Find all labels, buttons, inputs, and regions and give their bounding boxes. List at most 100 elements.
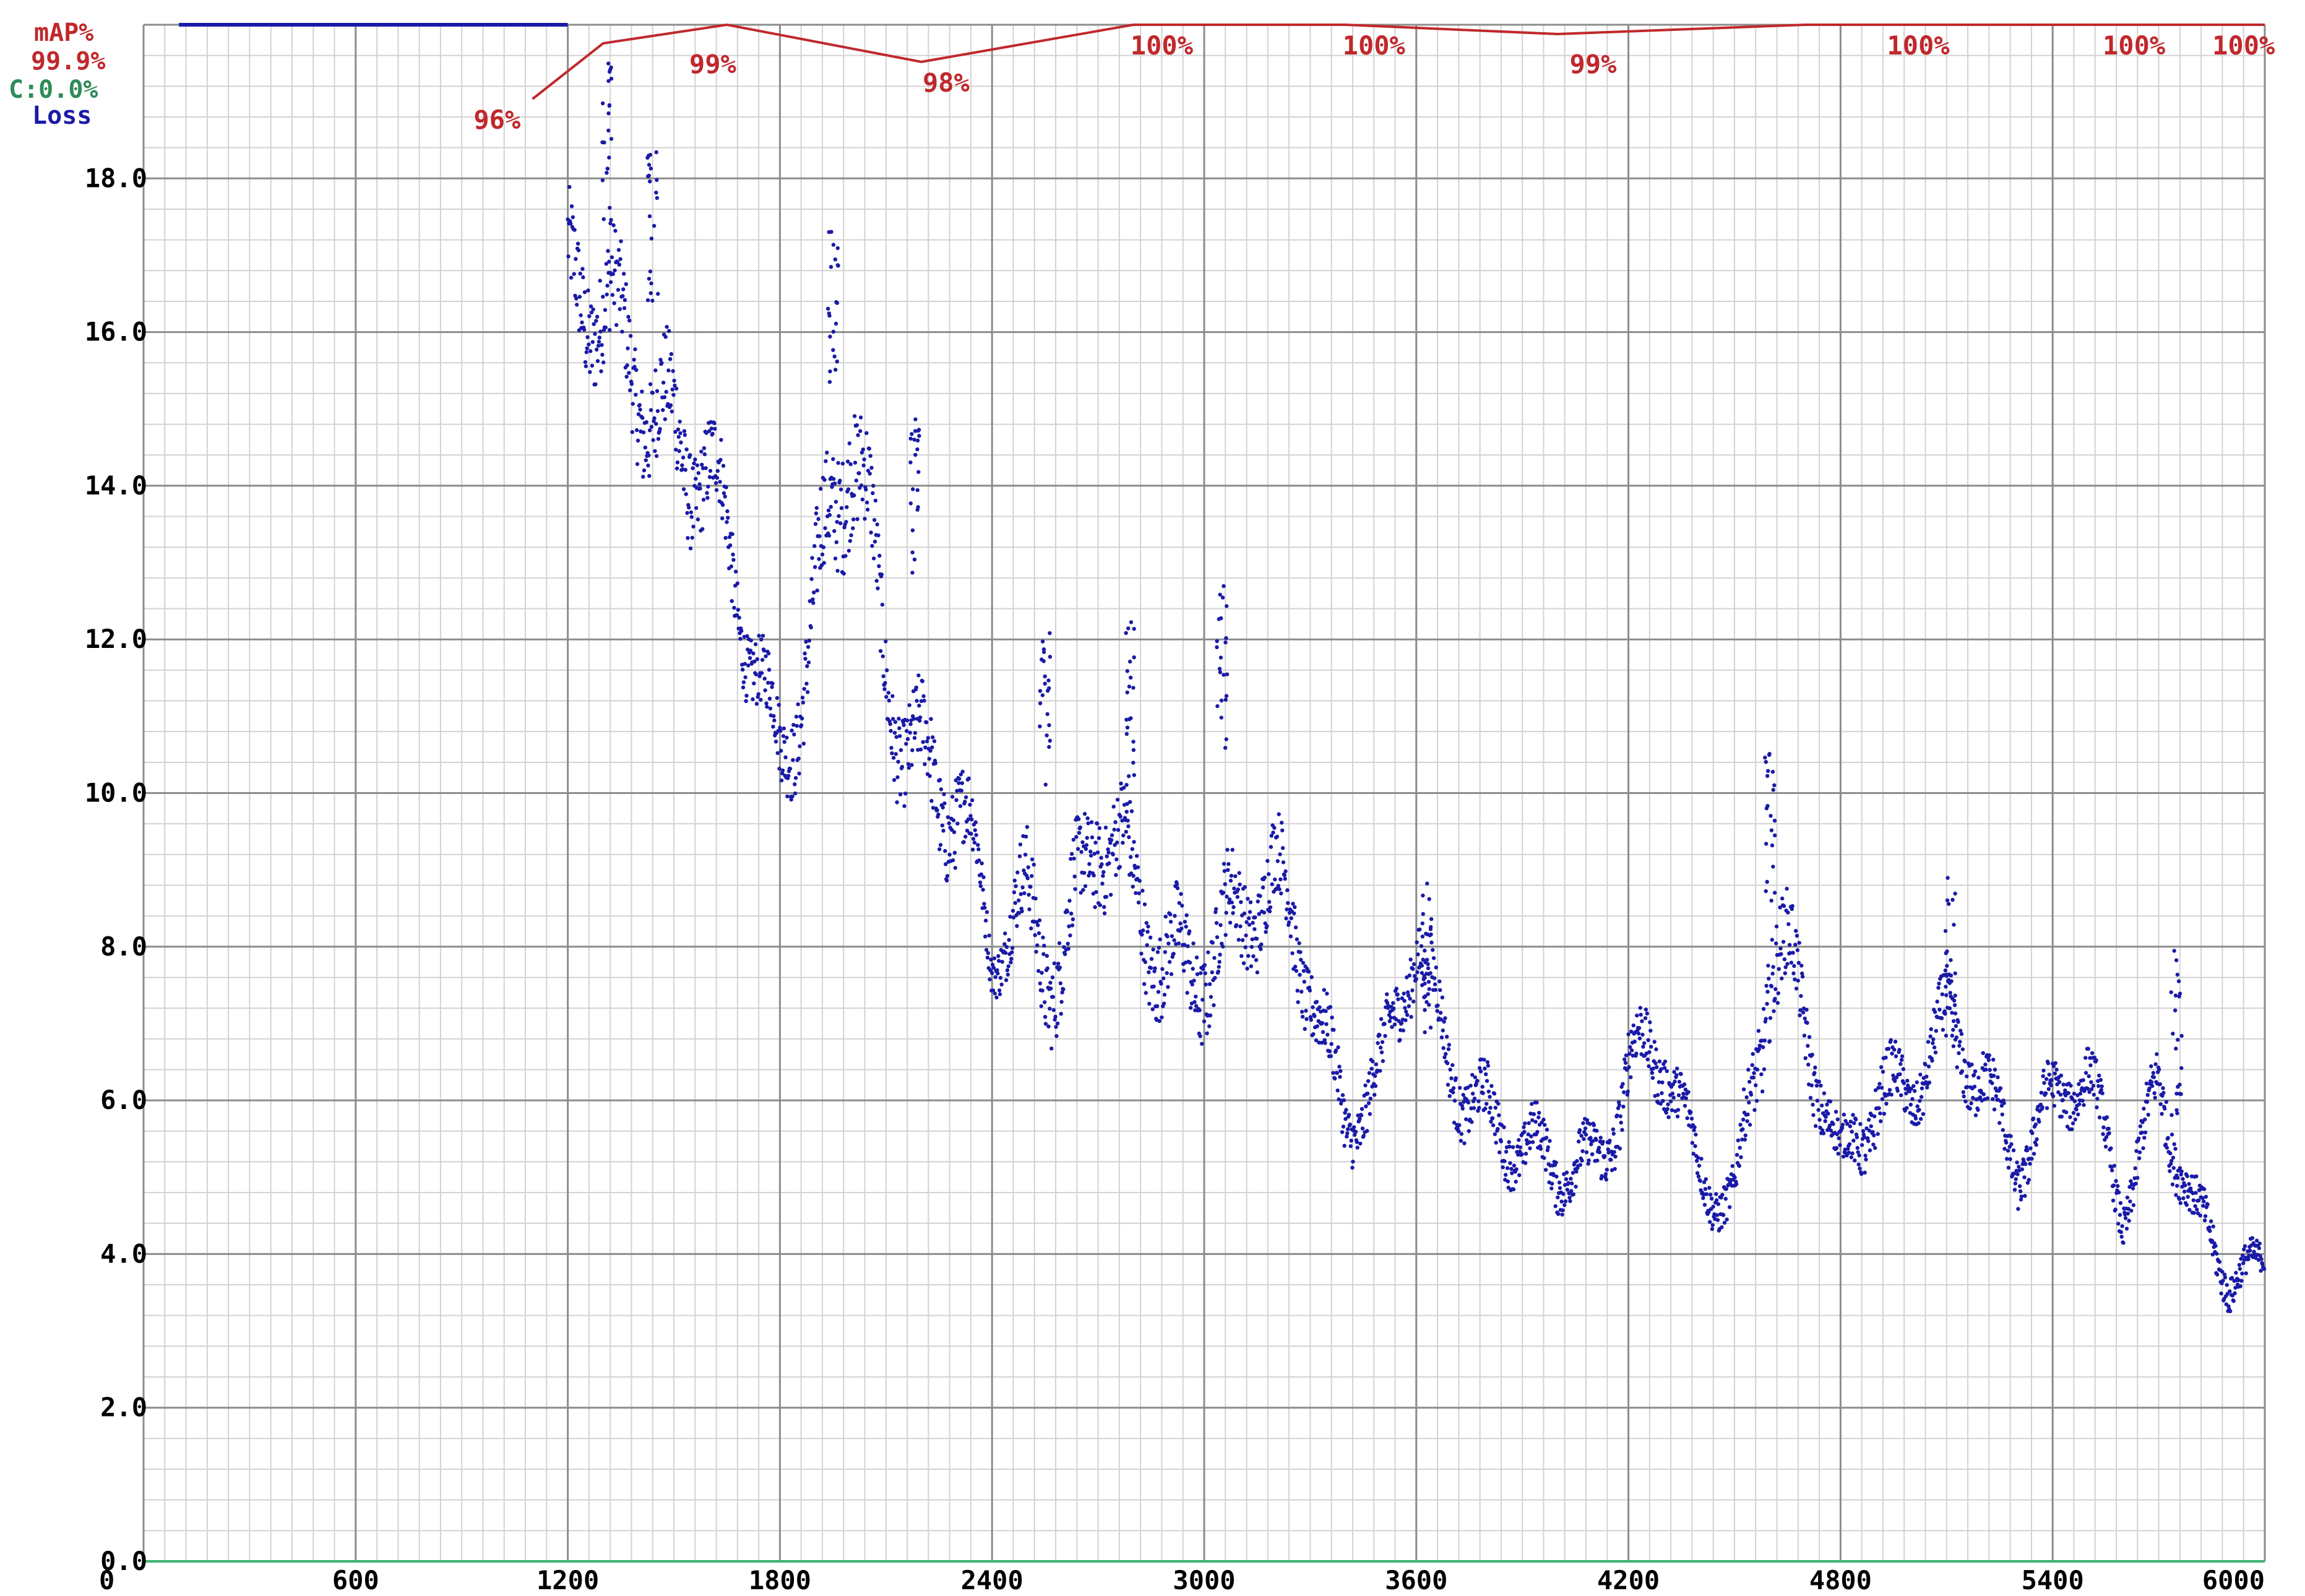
- loss-point: [982, 902, 986, 906]
- map-label: 100%: [1887, 30, 1950, 61]
- loss-point: [655, 409, 660, 413]
- loss-point: [1755, 1068, 1760, 1072]
- loss-point: [1597, 1150, 1602, 1155]
- loss-point: [1100, 881, 1105, 886]
- loss-point: [1423, 975, 1427, 980]
- loss-point: [2041, 1068, 2046, 1073]
- loss-point: [1210, 941, 1215, 945]
- loss-point: [983, 905, 987, 910]
- loss-point: [780, 768, 785, 773]
- loss-point: [1764, 1017, 1768, 1021]
- loss-point: [2257, 1246, 2262, 1251]
- loss-point: [793, 791, 798, 796]
- loss-point: [945, 874, 950, 878]
- loss-point: [609, 218, 613, 222]
- loss-point: [1770, 769, 1775, 774]
- loss-point: [1429, 925, 1433, 930]
- loss-point: [994, 995, 999, 1000]
- loss-point: [2173, 1147, 2178, 1151]
- loss-point: [1823, 1119, 1827, 1123]
- loss-point: [869, 530, 873, 535]
- loss-point: [785, 794, 790, 799]
- loss-point: [1301, 960, 1306, 965]
- loss-point: [1293, 964, 1298, 969]
- loss-point: [1367, 1071, 1372, 1076]
- loss-point: [702, 446, 707, 451]
- loss-point: [1458, 1139, 1463, 1143]
- loss-point: [1161, 976, 1166, 981]
- loss-point: [743, 662, 747, 666]
- y-tick-label: 14.0: [85, 470, 147, 501]
- loss-point: [1786, 910, 1790, 915]
- loss-point: [826, 508, 831, 512]
- loss-point: [929, 799, 934, 803]
- loss-point: [1760, 1089, 1765, 1093]
- loss-point: [778, 725, 782, 730]
- loss-point: [1005, 968, 1010, 973]
- loss-point: [2198, 1214, 2202, 1218]
- loss-point: [574, 257, 578, 261]
- loss-point: [1207, 982, 1212, 986]
- loss-point: [1618, 1114, 1622, 1119]
- loss-point: [1224, 694, 1229, 698]
- loss-point: [1006, 972, 1010, 977]
- loss-point: [2002, 1101, 2006, 1105]
- loss-point: [1069, 912, 1074, 916]
- loss-point: [870, 543, 874, 548]
- loss-point: [1276, 884, 1280, 888]
- loss-point: [1438, 1011, 1443, 1015]
- loss-point: [1477, 1106, 1481, 1110]
- loss-point: [767, 696, 772, 701]
- loss-point: [1408, 996, 1412, 1001]
- loss-point: [2161, 1086, 2165, 1090]
- loss-point: [1414, 977, 1418, 981]
- loss-point: [2153, 1062, 2158, 1066]
- loss-point: [1574, 1170, 1579, 1174]
- loss-point: [1421, 893, 1425, 898]
- loss-point: [2066, 1091, 2070, 1095]
- loss-point: [1855, 1145, 1859, 1150]
- loss-point: [1020, 885, 1025, 890]
- loss-point: [654, 191, 658, 195]
- major-grid: [142, 24, 2266, 1563]
- loss-point: [588, 304, 593, 309]
- loss-point: [1011, 915, 1016, 920]
- loss-point: [1219, 698, 1224, 703]
- loss-point: [1333, 1076, 1337, 1081]
- loss-point: [1243, 945, 1247, 949]
- loss-point: [922, 699, 926, 703]
- loss-point: [1017, 854, 1022, 858]
- loss-point: [600, 140, 605, 145]
- loss-point: [1420, 921, 1424, 926]
- loss-point: [1049, 1046, 1054, 1051]
- loss-point: [2000, 1112, 2004, 1117]
- loss-point: [1299, 957, 1303, 962]
- loss-point: [1544, 1136, 1549, 1140]
- loss-point: [1810, 1053, 1814, 1057]
- loss-point: [1209, 994, 1213, 999]
- loss-point: [1278, 877, 1283, 882]
- loss-point: [1625, 1092, 1629, 1097]
- loss-point: [863, 517, 867, 521]
- loss-point: [2072, 1092, 2077, 1096]
- loss-point: [1637, 1036, 1642, 1041]
- loss-point: [905, 729, 909, 733]
- loss-point: [2063, 1088, 2067, 1093]
- loss-point: [2172, 949, 2176, 953]
- loss-point: [663, 417, 668, 421]
- loss-point: [621, 272, 626, 276]
- loss-point: [990, 962, 995, 967]
- loss-point: [1191, 941, 1196, 946]
- loss-point: [723, 494, 727, 499]
- loss-point: [1486, 1089, 1491, 1094]
- loss-point: [805, 664, 809, 668]
- map-label: 100%: [2103, 30, 2165, 61]
- loss-point: [1489, 1084, 1494, 1089]
- loss-point: [1267, 909, 1272, 913]
- loss-point: [584, 364, 588, 368]
- loss-point: [822, 561, 826, 565]
- loss-point: [1072, 874, 1077, 879]
- loss-point: [918, 715, 923, 720]
- loss-point: [1304, 1009, 1308, 1013]
- y-tick-label: 6.0: [100, 1085, 147, 1115]
